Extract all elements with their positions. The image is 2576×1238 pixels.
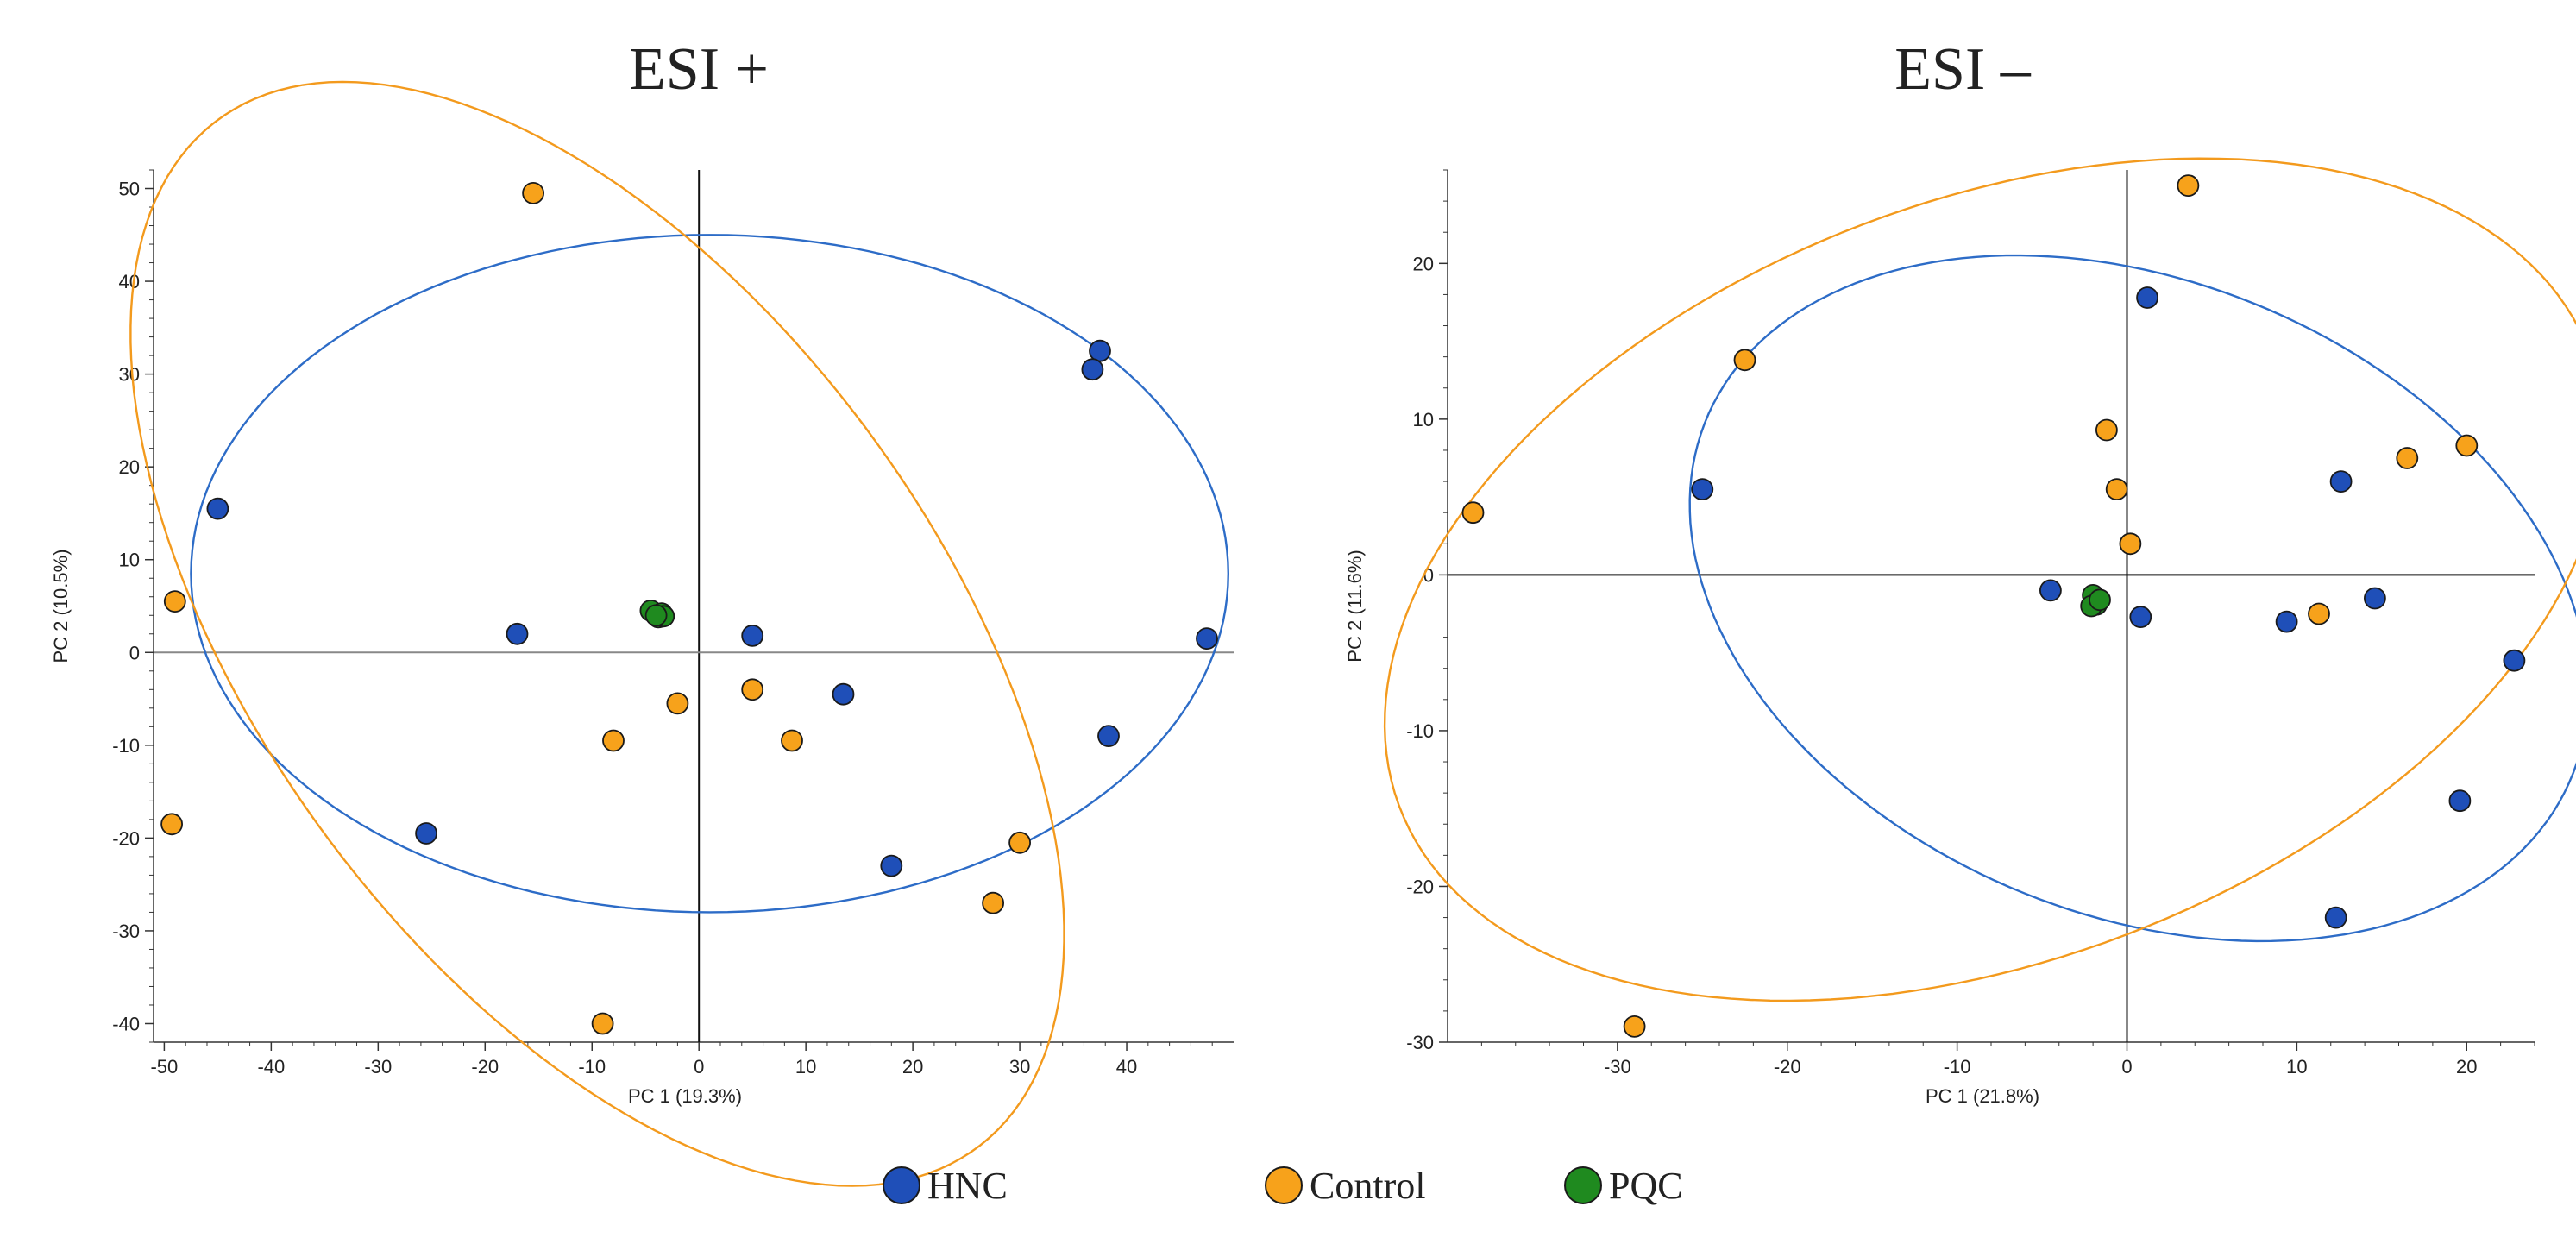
x-tick-label: -30 [364,1056,392,1078]
point-control [602,729,625,752]
y-tick-label: 20 [1413,253,1434,274]
legend-marker-pqc [1564,1166,1602,1204]
y-tick-label: -20 [112,827,140,849]
x-tick-label: -30 [1604,1056,1631,1078]
point-control [741,678,764,701]
x-tick-label: -40 [257,1056,285,1078]
legend-label-pqc: PQC [1609,1165,1683,1207]
x-tick-label: -20 [471,1056,499,1078]
x-tick-label: 30 [1009,1056,1030,1078]
x-tick-label: 20 [902,1056,923,1078]
point-hnc [506,622,529,645]
x-tick-label: 10 [795,1056,816,1078]
point-control [2455,434,2479,457]
y-tick-label: -10 [1406,720,1434,742]
y-tick-label: -30 [112,921,140,942]
point-hnc [2324,906,2347,929]
point-control [781,729,803,752]
x-axis-label: PC 1 (19.3%) [628,1085,742,1107]
x-tick-label: 20 [2456,1056,2477,1078]
point-control [1733,349,1756,372]
point-control [2396,447,2419,469]
y-tick-label: 40 [119,271,140,292]
point-control [2095,418,2118,442]
point-control [160,813,184,836]
point-hnc [1089,339,1111,362]
x-tick-label: 10 [2286,1056,2307,1078]
ellipse-hnc [190,234,1230,914]
point-hnc [1196,627,1218,650]
point-hnc [2136,286,2159,309]
point-hnc [1691,478,1714,500]
x-tick-label: -10 [578,1056,606,1078]
legend-marker-hnc [883,1166,920,1204]
x-tick-label: -20 [1774,1056,1801,1078]
y-tick-label: -40 [112,1013,140,1034]
y-axis-label: PC 2 (10.5%) [50,549,72,663]
legend-label-hnc: HNC [927,1165,1008,1207]
point-hnc [415,822,438,845]
point-hnc [2363,587,2386,610]
point-control [2177,174,2200,198]
y-axis-label: PC 2 (11.6%) [1344,550,1366,662]
y-tick-label: 30 [119,364,140,386]
legend-marker-control [1265,1166,1303,1204]
point-hnc [1097,725,1120,747]
point-hnc [2448,789,2472,813]
y-tick-label: -10 [112,735,140,757]
point-hnc [2039,579,2062,602]
legend: HNC Control PQC [883,1165,1683,1207]
chart-title: ESI + [629,36,769,103]
point-hnc [2275,610,2298,633]
point-control [1623,1015,1646,1038]
point-hnc [2503,649,2526,672]
y-tick-label: 20 [119,456,140,478]
ellipse-control [1383,157,2576,1002]
point-pqc [644,604,668,627]
point-control [982,891,1004,914]
point-hnc [2329,470,2353,493]
x-tick-label: 0 [2121,1056,2132,1078]
point-control [1461,501,1485,525]
point-hnc [741,625,764,647]
point-control [666,692,689,715]
point-control [1008,831,1031,854]
y-tick-label: 10 [119,550,140,571]
ellipse-hnc [1688,254,2576,943]
panel-esi-pos: ESI + -50 -40 -30 -20 -10 0 10 20 30 40 -40 -30 -20 -1… [50,36,1234,1187]
point-control [2105,478,2128,500]
x-tick-label: -10 [1944,1056,1971,1078]
point-control [522,181,544,204]
y-tick-label: 0 [129,642,140,663]
point-control [2308,602,2330,625]
point-control [163,590,186,613]
x-tick-label: 40 [1116,1056,1137,1078]
ellipse-control [129,80,1065,1187]
point-hnc [2129,606,2152,628]
point-hnc [880,854,903,877]
y-tick-label: -20 [1406,876,1434,897]
point-hnc [832,682,855,706]
point-hnc [206,497,229,520]
x-tick-label: -50 [150,1056,178,1078]
point-control [591,1012,614,1035]
chart-title: ESI – [1894,36,2032,103]
y-tick-label: 50 [119,179,140,200]
x-axis-label: PC 1 (21.8%) [1926,1085,2039,1107]
x-tick-label: 0 [694,1056,704,1078]
point-control [2119,532,2142,556]
y-tick-label: -30 [1406,1032,1434,1053]
point-hnc [1081,358,1104,381]
legend-label-control: Control [1310,1165,1425,1207]
y-tick-label: 10 [1413,409,1434,430]
point-pqc [2089,588,2111,612]
